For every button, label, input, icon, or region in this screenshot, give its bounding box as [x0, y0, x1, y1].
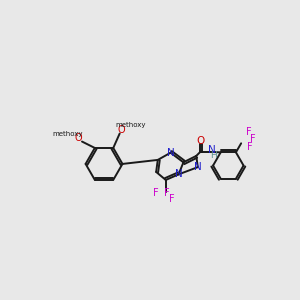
- Text: O: O: [196, 136, 204, 146]
- Text: methoxy: methoxy: [116, 122, 146, 128]
- Text: F: F: [247, 142, 253, 152]
- Text: O: O: [74, 133, 82, 143]
- Text: N: N: [175, 169, 182, 179]
- Text: O: O: [118, 124, 125, 134]
- Text: N: N: [167, 148, 175, 158]
- Text: F: F: [153, 188, 159, 198]
- Text: methoxy: methoxy: [52, 130, 83, 136]
- Text: F: F: [164, 188, 169, 198]
- Text: F: F: [250, 134, 256, 144]
- Text: N: N: [208, 145, 215, 155]
- Text: F: F: [245, 127, 251, 137]
- Text: N: N: [194, 162, 202, 172]
- Text: F: F: [169, 194, 174, 204]
- Text: H: H: [211, 152, 217, 160]
